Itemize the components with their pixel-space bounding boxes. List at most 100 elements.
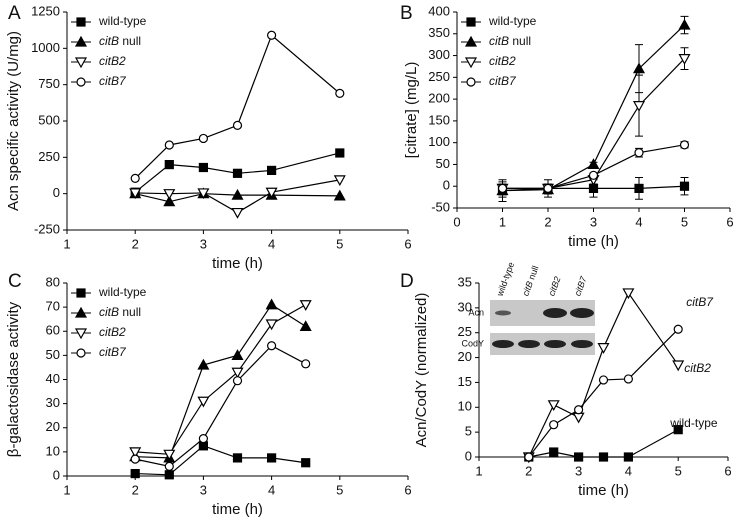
point bbox=[163, 195, 176, 207]
x-tick-label: 1 bbox=[475, 463, 482, 478]
y-tick-label: 30 bbox=[458, 299, 472, 314]
point bbox=[299, 300, 312, 311]
point bbox=[679, 140, 690, 150]
point bbox=[678, 18, 691, 30]
blot-panel bbox=[490, 333, 595, 355]
blot bbox=[490, 300, 595, 355]
x-tick-label: 6 bbox=[404, 236, 411, 251]
x-tick-label: 5 bbox=[681, 214, 688, 229]
point bbox=[573, 405, 584, 415]
series-label: wild-type bbox=[669, 416, 718, 430]
point bbox=[549, 447, 559, 457]
x-tick-label: 1 bbox=[63, 236, 70, 251]
series-line bbox=[135, 193, 340, 203]
y-tick-label: 70 bbox=[46, 299, 60, 314]
y-axis-title: Acn/CodY (normalized) bbox=[413, 293, 430, 448]
x-tick-label: 1 bbox=[63, 482, 70, 497]
legend-marker bbox=[76, 17, 86, 27]
x-tick-label: 3 bbox=[575, 463, 582, 478]
legend-label: citB7 bbox=[99, 74, 127, 88]
point bbox=[231, 188, 244, 200]
y-tick-label: -50 bbox=[431, 199, 450, 214]
series-line bbox=[135, 344, 306, 467]
x-tick-label: 3 bbox=[590, 214, 597, 229]
lane-label: wild-type bbox=[494, 261, 516, 299]
y-tick-label: 20 bbox=[458, 349, 472, 364]
legend-label: citB2 bbox=[99, 54, 126, 68]
band bbox=[492, 340, 514, 348]
row-label: CodY bbox=[461, 338, 484, 348]
point bbox=[164, 461, 174, 471]
y-tick-label: 750 bbox=[38, 76, 60, 91]
point bbox=[333, 189, 346, 201]
legend-label: citB null bbox=[99, 34, 141, 48]
point bbox=[524, 452, 534, 462]
x-tick-label: 4 bbox=[268, 236, 275, 251]
point bbox=[197, 396, 210, 408]
point bbox=[632, 62, 646, 74]
panel-label: C bbox=[8, 271, 22, 292]
point bbox=[598, 375, 609, 385]
legend-label: citB7 bbox=[489, 74, 517, 88]
y-axis-title: Acn specific activity (U/mg) bbox=[5, 31, 22, 211]
point bbox=[232, 453, 243, 463]
legend-label: citB null bbox=[489, 34, 531, 48]
point bbox=[267, 341, 277, 351]
point bbox=[164, 160, 174, 170]
point bbox=[622, 288, 635, 300]
legend-marker bbox=[466, 17, 476, 27]
y-tick-label: 35 bbox=[458, 274, 472, 289]
point bbox=[678, 54, 691, 65]
band bbox=[495, 310, 511, 316]
legend-marker bbox=[74, 35, 88, 47]
y-tick-label: 30 bbox=[46, 395, 60, 410]
point bbox=[335, 88, 345, 98]
point bbox=[587, 158, 600, 170]
x-tick-label: 5 bbox=[336, 482, 343, 497]
point bbox=[333, 175, 346, 187]
legend-marker bbox=[464, 35, 478, 47]
point bbox=[231, 367, 244, 379]
point bbox=[543, 183, 553, 193]
x-axis-title: time (h) bbox=[568, 233, 619, 250]
x-tick-label: 2 bbox=[544, 214, 551, 229]
series-line bbox=[528, 328, 679, 458]
y-tick-label: 150 bbox=[428, 112, 450, 127]
point bbox=[265, 187, 278, 199]
y-tick-label: 10 bbox=[46, 443, 60, 458]
band bbox=[543, 308, 567, 318]
x-tick-label: 4 bbox=[268, 482, 275, 497]
point bbox=[130, 454, 140, 464]
point bbox=[267, 165, 277, 176]
point bbox=[673, 425, 683, 435]
y-tick-label: 40 bbox=[46, 371, 60, 386]
point bbox=[572, 412, 585, 424]
point bbox=[623, 452, 634, 462]
y-axis-title: [citrate] (mg/L) bbox=[403, 62, 420, 159]
point bbox=[265, 319, 278, 331]
series-line bbox=[134, 34, 341, 179]
x-tick-label: 3 bbox=[200, 482, 207, 497]
legend-marker bbox=[74, 328, 88, 340]
point bbox=[164, 470, 174, 480]
legend-label: citB2 bbox=[99, 325, 126, 339]
y-tick-label: 500 bbox=[38, 112, 60, 127]
point bbox=[232, 168, 243, 178]
point bbox=[163, 449, 176, 461]
x-tick-label: 2 bbox=[132, 482, 139, 497]
legend-label: wild-type bbox=[98, 285, 147, 299]
point bbox=[335, 148, 345, 158]
y-tick-label: 250 bbox=[428, 69, 450, 84]
legend-label: wild-type bbox=[98, 14, 147, 28]
point bbox=[301, 359, 311, 369]
row-label: Acn bbox=[468, 307, 484, 317]
x-tick-label: 2 bbox=[132, 236, 139, 251]
panel-label: B bbox=[400, 3, 413, 24]
point bbox=[547, 400, 560, 412]
legend-marker bbox=[76, 288, 86, 298]
point bbox=[129, 447, 142, 459]
panel-label: A bbox=[8, 3, 21, 24]
point bbox=[130, 173, 140, 184]
y-tick-label: 250 bbox=[38, 149, 60, 164]
